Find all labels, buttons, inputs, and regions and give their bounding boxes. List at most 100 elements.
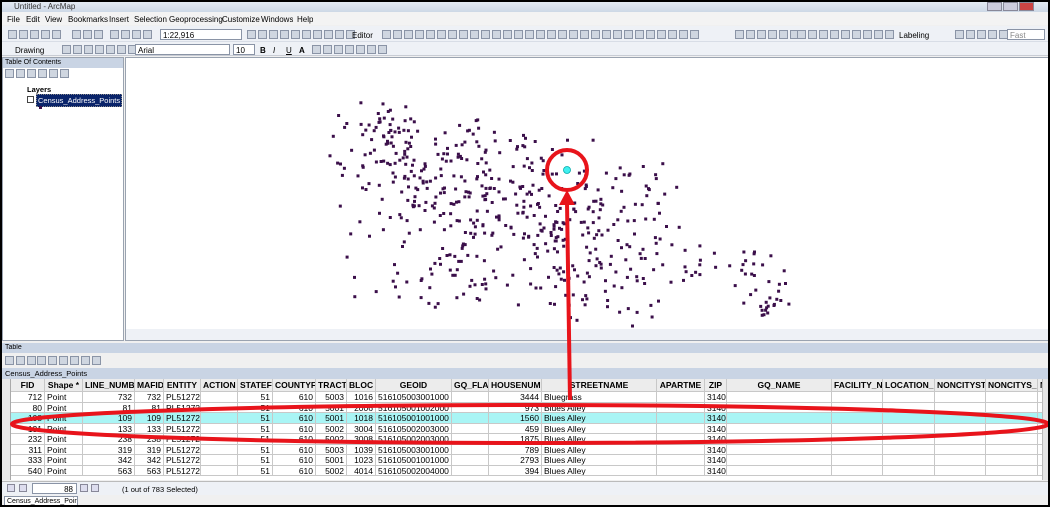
table-cell[interactable]: 133 [83, 423, 135, 434]
table-cell[interactable]: 51 [238, 434, 273, 445]
table-cell[interactable]: 516105003001000 [376, 392, 452, 403]
table-cell[interactable] [986, 402, 1038, 413]
toc-root[interactable]: Layers [27, 85, 52, 94]
table-cell[interactable]: 238 [135, 434, 164, 445]
table-cell[interactable] [727, 392, 832, 403]
menu-item[interactable]: Geoprocessing [169, 15, 223, 24]
table-cell[interactable] [935, 413, 986, 424]
table-cell[interactable] [1038, 445, 1042, 455]
menu-item[interactable]: File [7, 15, 20, 24]
table-cell[interactable] [883, 402, 935, 413]
tool-icon[interactable] [5, 69, 14, 78]
tool-icon[interactable] [334, 45, 343, 54]
scale-box[interactable]: 1:22,916 [160, 29, 242, 40]
nav-button[interactable] [91, 484, 99, 492]
table-cell[interactable] [657, 434, 705, 445]
table-cell[interactable] [986, 423, 1038, 434]
tool-icon[interactable] [808, 30, 817, 39]
font-box[interactable]: Arial [135, 44, 230, 55]
tool-icon[interactable] [657, 30, 666, 39]
column-header[interactable]: TRACT [316, 379, 347, 392]
table-cell[interactable]: Point [45, 402, 83, 413]
table-cell[interactable] [1038, 466, 1042, 476]
table-cell[interactable]: Point [45, 413, 83, 424]
table-cell[interactable] [832, 444, 883, 455]
table-cell[interactable]: 5001 [316, 413, 347, 424]
table-cell[interactable] [452, 455, 489, 466]
tool-icon[interactable] [679, 30, 688, 39]
tool-icon[interactable] [335, 30, 344, 39]
table-cell[interactable]: PL512720 [164, 392, 201, 403]
table-cell[interactable]: 51 [238, 465, 273, 476]
bold-button[interactable]: B [260, 46, 266, 55]
table-cell[interactable]: 1875 [489, 434, 542, 445]
tool-icon[interactable] [768, 30, 777, 39]
tool-icon[interactable] [313, 30, 322, 39]
table-cell[interactable] [657, 423, 705, 434]
column-header[interactable]: MAFID [135, 379, 164, 392]
table-cell[interactable]: 610 [273, 434, 316, 445]
table-cell[interactable]: 333 [11, 455, 45, 466]
tool-icon[interactable] [547, 30, 556, 39]
table-cell[interactable]: 2006 [347, 402, 376, 413]
table-cell[interactable]: 3140 [705, 413, 727, 424]
table-cell[interactable]: 3444 [489, 392, 542, 403]
table-cell[interactable]: Point [45, 455, 83, 466]
table-cell[interactable]: 232 [11, 434, 45, 445]
tool-icon[interactable] [514, 30, 523, 39]
draw-mode-box[interactable]: Fast [1007, 29, 1045, 40]
labeling-menu[interactable]: Labeling [899, 31, 930, 40]
table-cell[interactable]: Blues Alley [542, 434, 657, 445]
column-header[interactable]: LOCATION_ [883, 379, 935, 392]
table-cell[interactable]: PL512720 [164, 423, 201, 434]
nav-button[interactable] [80, 484, 88, 492]
table-cell[interactable]: 5003 [316, 392, 347, 403]
table-cell[interactable]: 51 [238, 402, 273, 413]
menu-item[interactable]: Insert [109, 15, 130, 24]
table-cell[interactable]: 81 [83, 402, 135, 413]
table-cell[interactable]: 109 [83, 413, 135, 424]
table-cell[interactable] [832, 402, 883, 413]
table-cell[interactable]: 3004 [347, 423, 376, 434]
tool-icon[interactable] [797, 30, 806, 39]
table-cell[interactable]: PL512720 [164, 402, 201, 413]
tool-icon[interactable] [635, 30, 644, 39]
table-cell[interactable]: 51 [238, 444, 273, 455]
table-cell[interactable]: 394 [489, 465, 542, 476]
table-cell[interactable]: 610 [273, 423, 316, 434]
table-cell[interactable]: 1039 [347, 444, 376, 455]
table-cell[interactable]: 4014 [347, 465, 376, 476]
table-cell[interactable] [452, 423, 489, 434]
table-cell[interactable] [201, 423, 238, 434]
column-header[interactable]: BLOC [347, 379, 376, 392]
table-cell[interactable]: 5003 [316, 444, 347, 455]
tool-icon[interactable] [779, 30, 788, 39]
table-cell[interactable]: 610 [273, 413, 316, 424]
table-cell[interactable] [883, 455, 935, 466]
table-cell[interactable]: Blues Alley [542, 413, 657, 424]
table-cell[interactable]: 516105001001000 [376, 455, 452, 466]
tool-icon[interactable] [591, 30, 600, 39]
menu-item[interactable]: Selection [134, 15, 167, 24]
table-cell[interactable] [1038, 392, 1042, 403]
tool-icon[interactable] [955, 30, 964, 39]
table-cell[interactable]: PL512720 [164, 413, 201, 424]
menu-item[interactable]: View [45, 15, 63, 24]
table-cell[interactable] [883, 392, 935, 403]
record-box[interactable]: 88 [32, 483, 77, 494]
tool-icon[interactable] [746, 30, 755, 39]
table-cell[interactable]: 789 [489, 444, 542, 455]
table-cell[interactable]: 5002 [316, 465, 347, 476]
table-cell[interactable] [883, 423, 935, 434]
column-header[interactable]: GQ_FLA [452, 379, 489, 392]
table-cell[interactable]: 973 [489, 402, 542, 413]
table-cell[interactable]: 319 [135, 444, 164, 455]
tool-icon[interactable] [885, 30, 894, 39]
column-header[interactable]: HOUSENUM [489, 379, 542, 392]
table-cell[interactable]: Blues Alley [542, 465, 657, 476]
table-cell[interactable]: Point [45, 423, 83, 434]
drawing-menu[interactable]: Drawing [15, 46, 45, 55]
tool-icon[interactable] [60, 69, 69, 78]
table-cell[interactable]: 610 [273, 392, 316, 403]
tool-icon[interactable] [448, 30, 457, 39]
